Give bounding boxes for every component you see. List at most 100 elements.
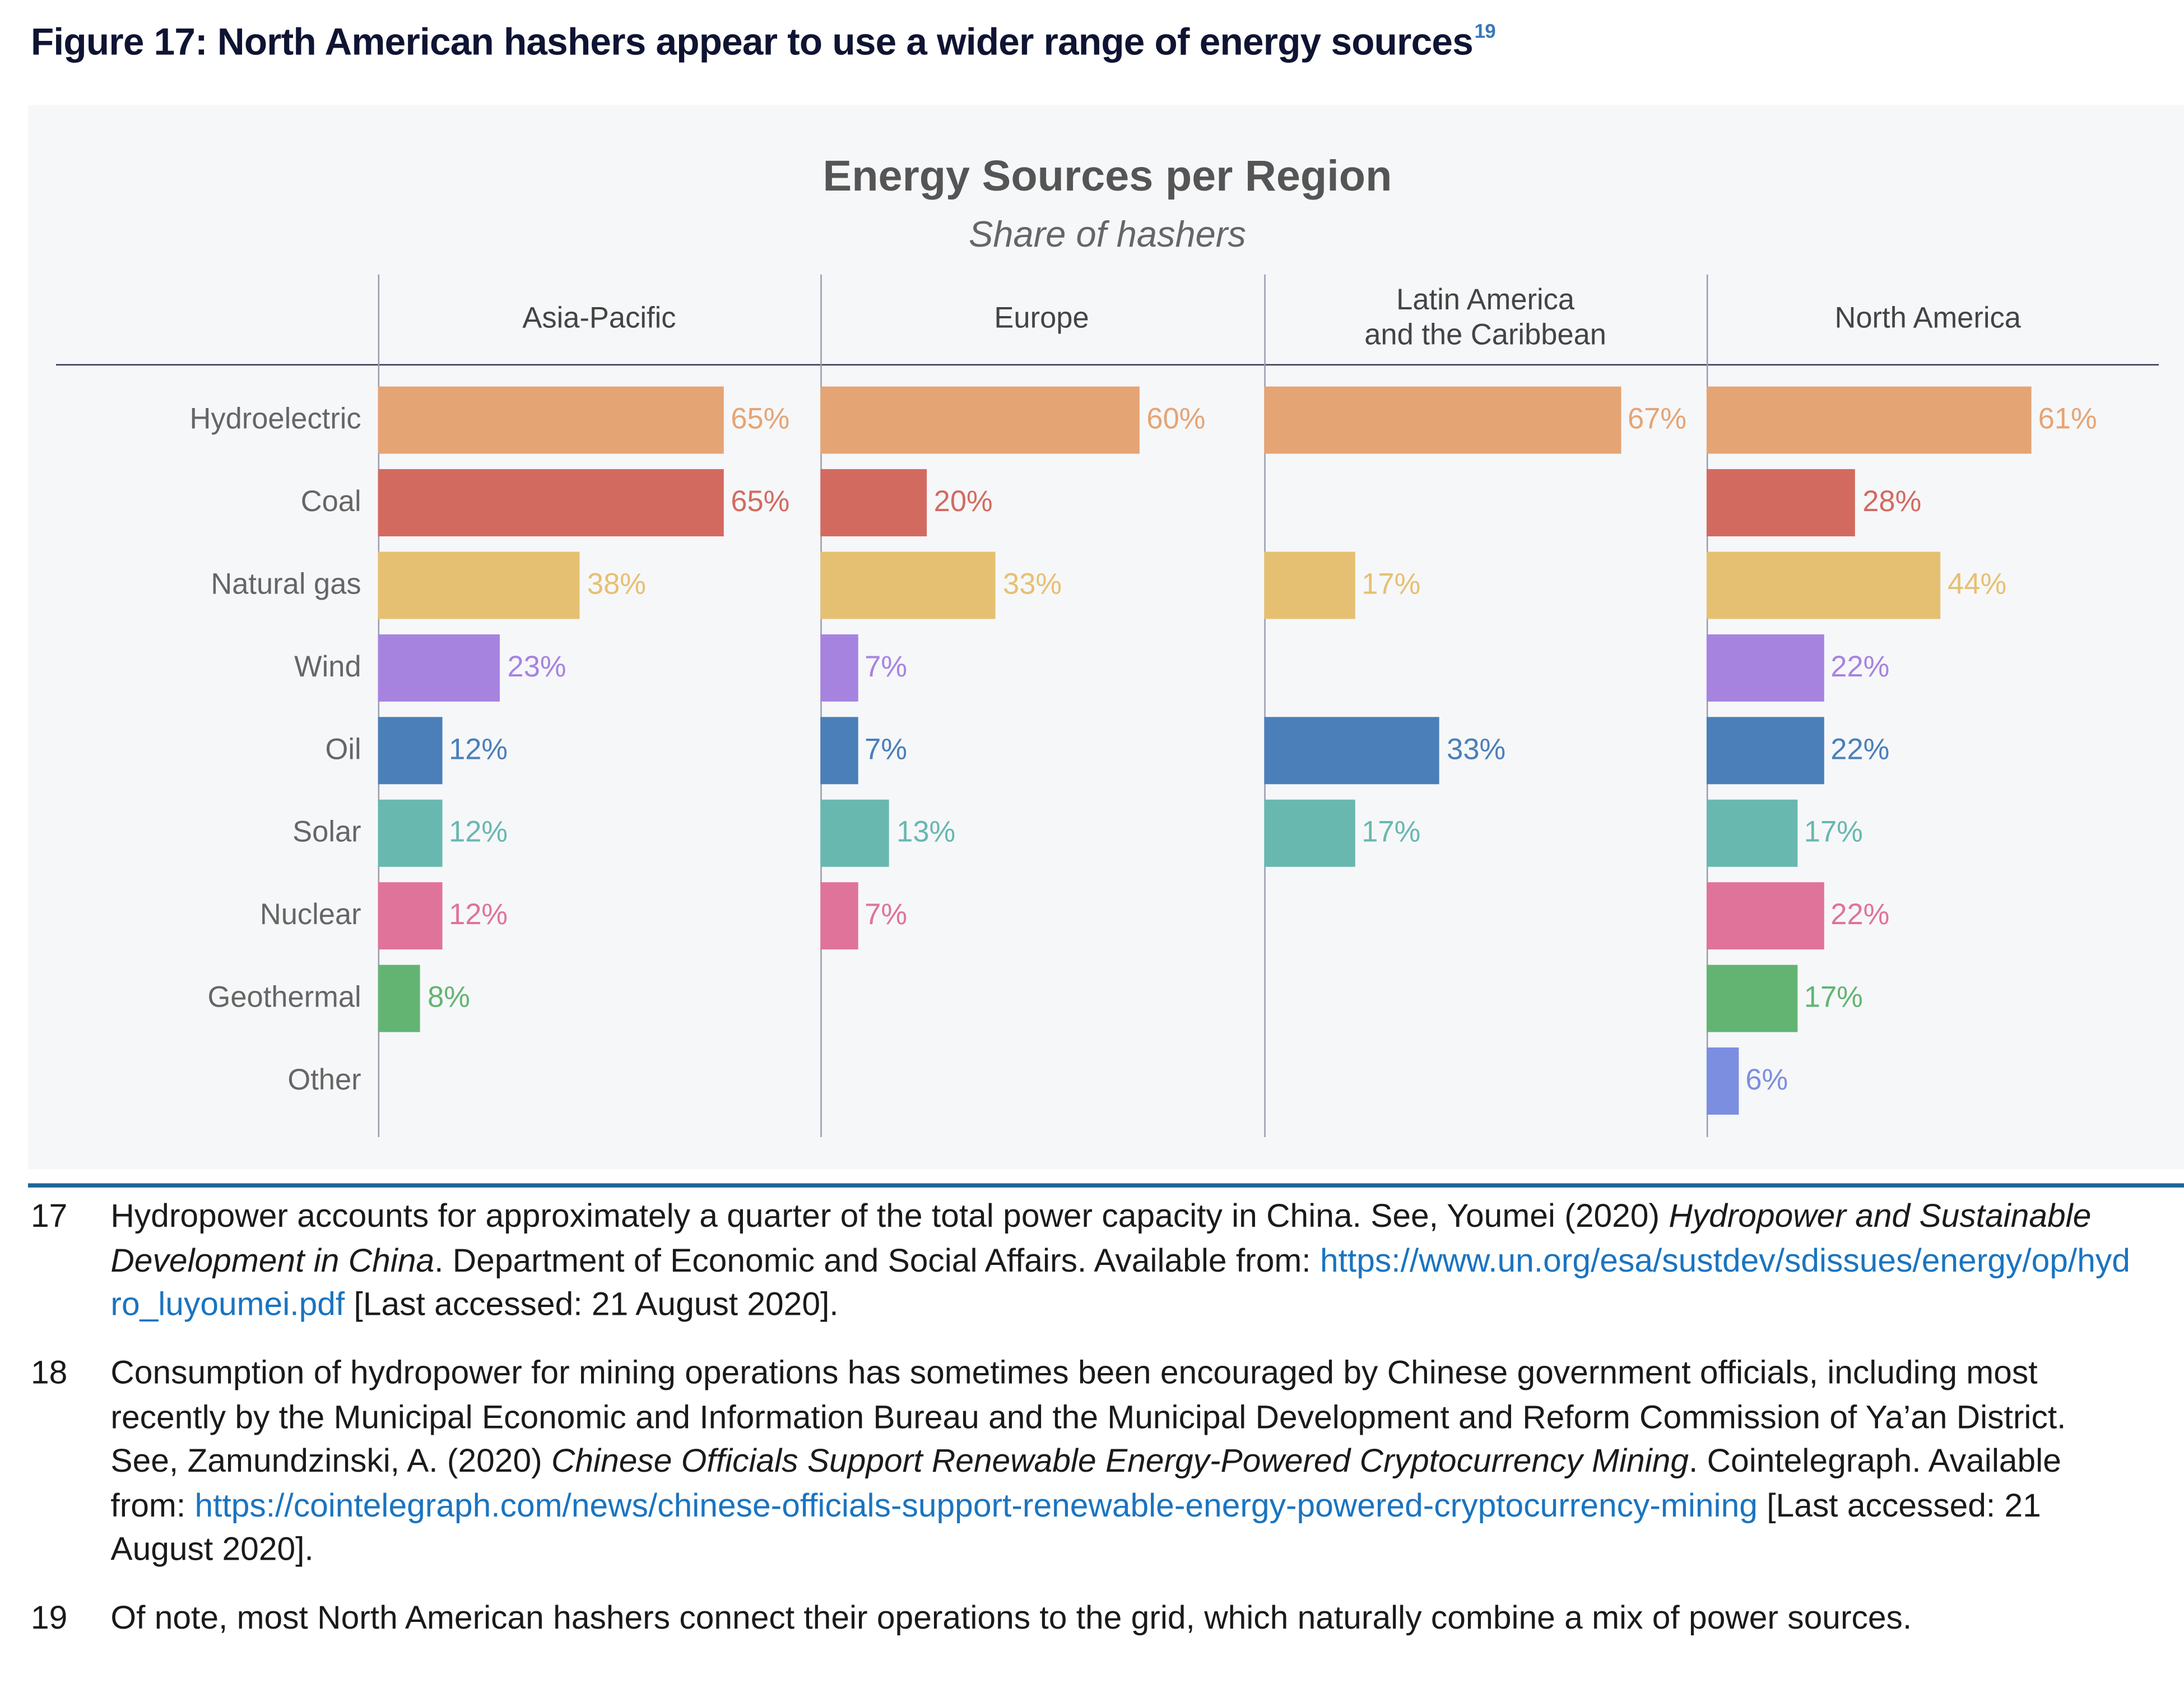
data-label: 33% — [1003, 568, 1062, 601]
data-label: 12% — [449, 734, 508, 766]
chart-title: Energy Sources per Region — [823, 151, 1392, 201]
chart-subtitle: Share of hashers — [969, 212, 1246, 255]
data-label: 17% — [1361, 568, 1421, 601]
bar — [1706, 799, 1797, 867]
footnote-text: Hydropower accounts for approximately a … — [110, 1194, 2131, 1327]
bar — [820, 469, 927, 537]
citation-title: Chinese Officials Support Renewable Ener… — [551, 1442, 1689, 1479]
data-label: 7% — [865, 899, 908, 931]
footnote-segment: [Last accessed: 21 August 2020]. — [345, 1285, 839, 1322]
bar — [1264, 386, 1621, 454]
data-label: 44% — [1948, 568, 2007, 601]
data-label: 20% — [933, 486, 993, 518]
data-label: 65% — [731, 403, 790, 436]
bar — [1706, 469, 1856, 537]
row-label-natural-gas: Natural gas — [211, 568, 361, 601]
footnote-segment: [Last accessed: 21 August 2020]. — [110, 1486, 2041, 1568]
data-label: 7% — [865, 651, 908, 684]
footnote-text: Consumption of hydropower for mining ope… — [110, 1351, 2131, 1572]
footnote-number: 19 — [30, 1599, 68, 1636]
data-label: 33% — [1447, 734, 1506, 766]
footnote-link[interactable]: https://www.un.org/esa/sustdev/sdissues/… — [110, 1241, 2130, 1322]
column-header: North America — [1834, 302, 2021, 334]
bar — [378, 469, 724, 537]
data-label: 17% — [1361, 816, 1421, 849]
panel-divider — [820, 274, 822, 1137]
data-label: 6% — [1745, 1064, 1788, 1097]
bar — [1264, 717, 1440, 785]
data-label: 60% — [1146, 403, 1206, 436]
bar — [1706, 965, 1797, 1032]
panel-divider — [378, 274, 380, 1137]
data-label: 12% — [449, 816, 508, 849]
bar — [378, 717, 442, 785]
panel-divider — [1264, 274, 1266, 1137]
footnote-segment: Hydropower accounts for approximately a … — [110, 1197, 1669, 1234]
row-label-nuclear: Nuclear — [259, 899, 361, 931]
bar — [1706, 386, 2032, 454]
data-label: 65% — [731, 486, 790, 518]
bar — [1706, 1047, 1739, 1115]
bar — [820, 551, 996, 619]
column-header: Asia-Pacific — [522, 302, 676, 334]
bar — [1706, 634, 1824, 702]
header-divider — [55, 364, 2159, 366]
bar — [1706, 882, 1824, 950]
bar — [820, 717, 858, 785]
data-label: 22% — [1830, 734, 1890, 766]
row-label-hydroelectric: Hydroelectric — [189, 403, 361, 436]
bar — [378, 882, 442, 950]
footnote-segment: . Department of Economic and Social Affa… — [434, 1241, 1320, 1278]
footnote-segment: Consumption of hydropower for mining ope… — [110, 1354, 2066, 1479]
data-label: 23% — [507, 651, 566, 684]
panel-divider — [1706, 274, 1708, 1137]
data-label: 22% — [1830, 899, 1890, 931]
bar — [378, 386, 724, 454]
bar — [820, 386, 1140, 454]
footnote: 17 Hydropower accounts for approximately … — [31, 1194, 2131, 1327]
bar — [378, 634, 501, 702]
footnote: 19 Of note, most North American hashers c… — [31, 1597, 2131, 1641]
bar — [1706, 551, 1941, 619]
data-label: 61% — [2038, 403, 2097, 436]
column-header: Latin America and the Caribbean — [1364, 284, 1607, 352]
bar — [378, 551, 580, 619]
footnote-ref[interactable]: 19 — [1474, 19, 1495, 42]
data-label: 13% — [896, 816, 956, 849]
bar — [1264, 551, 1355, 619]
row-label-wind: Wind — [294, 651, 361, 684]
bar — [820, 634, 858, 702]
bar — [1706, 717, 1824, 785]
citation-title: Hydropower and Sustainable Development i… — [110, 1197, 2092, 1278]
row-label-solar: Solar — [292, 816, 361, 849]
footnote-rule — [27, 1183, 2184, 1188]
data-label: 17% — [1804, 816, 1863, 849]
bar — [820, 882, 858, 950]
data-label: 12% — [449, 899, 508, 931]
footnote-link[interactable]: https://cointelegraph.com/news/chinese-o… — [194, 1486, 1758, 1523]
data-label: 22% — [1830, 651, 1890, 684]
data-label: 28% — [1862, 486, 1922, 518]
footnote-number: 18 — [30, 1354, 68, 1391]
data-label: 8% — [427, 981, 470, 1014]
bar — [378, 965, 421, 1032]
data-label: 67% — [1627, 403, 1686, 436]
bar — [1264, 799, 1355, 867]
footnote-segment: . Cointelegraph. Available from: — [110, 1442, 2061, 1523]
footnote-number: 17 — [30, 1197, 68, 1234]
bar — [378, 799, 442, 867]
bar — [820, 799, 890, 867]
footnote-segment: Of note, most North American hashers con… — [110, 1599, 1912, 1636]
data-label: 38% — [587, 568, 646, 601]
footnote-text: Of note, most North American hashers con… — [110, 1597, 2131, 1641]
data-label: 7% — [865, 734, 908, 766]
figure-title: Figure 17: North American hashers appear… — [30, 19, 1496, 64]
figure-title-text: Figure 17: North American hashers appear… — [30, 21, 1474, 63]
footnote: 18 Consumption of hydropower for mining o… — [31, 1351, 2131, 1572]
data-label: 17% — [1804, 981, 1863, 1014]
row-label-other: Other — [287, 1064, 361, 1097]
row-label-coal: Coal — [300, 486, 361, 518]
row-label-geothermal: Geothermal — [207, 981, 361, 1014]
column-header: Europe — [994, 302, 1089, 334]
